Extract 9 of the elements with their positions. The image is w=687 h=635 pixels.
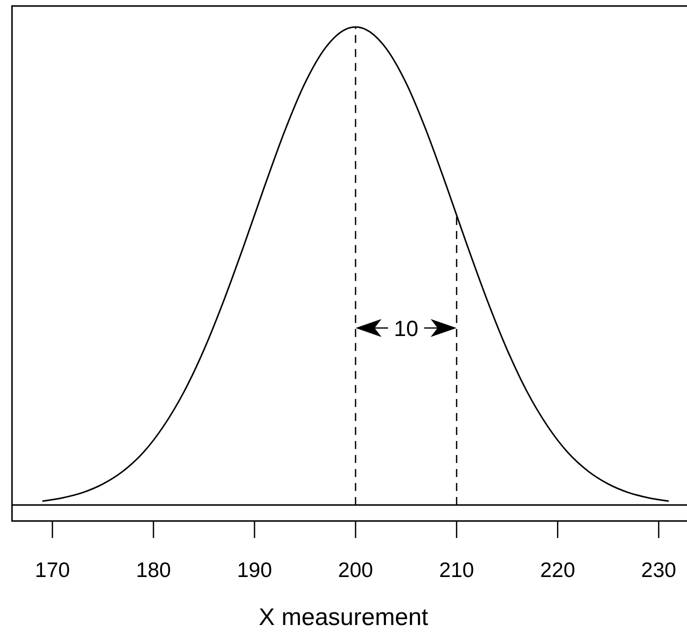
x-tick-label: 210 xyxy=(439,559,474,582)
x-tick-label: 220 xyxy=(540,559,576,582)
x-axis-title: X measurement xyxy=(258,604,429,631)
x-tick-label: 200 xyxy=(338,559,374,582)
x-tick-label: 170 xyxy=(34,559,70,582)
x-tick-label: 180 xyxy=(136,559,171,582)
x-tick-label: 190 xyxy=(236,559,272,582)
annotation: 10 xyxy=(394,316,418,341)
x-tick-label: 230 xyxy=(641,559,676,582)
